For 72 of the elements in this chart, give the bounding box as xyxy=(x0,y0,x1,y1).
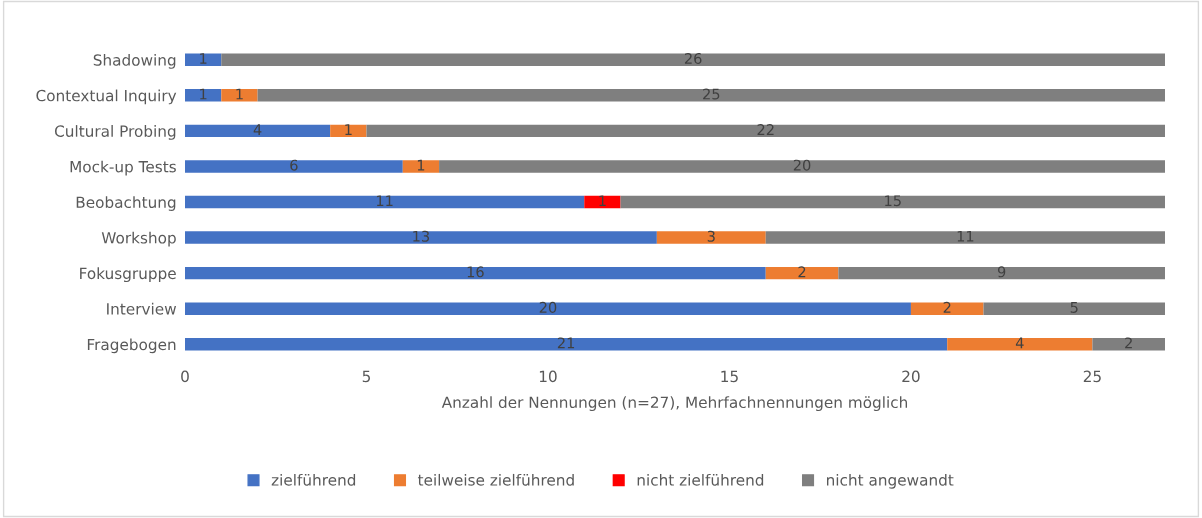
legend-label: nicht angewandt xyxy=(827,473,954,489)
bar xyxy=(185,266,766,280)
bar xyxy=(402,160,440,173)
data-label: 1 xyxy=(345,124,352,135)
data-label: 11 xyxy=(376,195,393,207)
data-label: 3 xyxy=(707,230,715,242)
data-label: 16 xyxy=(467,266,484,278)
y-tick-label: Mock-up Tests xyxy=(70,160,176,176)
data-label: 26 xyxy=(684,52,702,65)
bar xyxy=(221,53,1165,66)
bar xyxy=(185,231,657,244)
x-tick-label: 5 xyxy=(362,370,371,383)
x-axis-title: Anzahl der Nennungen (n=27), Mehrfachnennungen möglich xyxy=(441,396,908,412)
data-label: 11 xyxy=(957,230,974,242)
bar xyxy=(910,302,984,315)
legend-label: zielführend xyxy=(271,473,356,486)
x-tick-label: 20 xyxy=(902,370,920,383)
bar xyxy=(185,195,585,209)
bar xyxy=(185,53,222,66)
x-tick-label: 10 xyxy=(539,370,557,383)
data-label: 5 xyxy=(1070,302,1078,313)
bar xyxy=(330,124,367,138)
bar xyxy=(983,302,1165,315)
bar xyxy=(765,231,1165,244)
bar xyxy=(185,160,403,173)
data-label: 13 xyxy=(413,230,430,242)
bar xyxy=(765,266,839,280)
bar xyxy=(257,89,1165,102)
bar xyxy=(1092,338,1165,351)
bar xyxy=(584,195,621,209)
bar xyxy=(185,302,911,315)
data-label: 6 xyxy=(290,159,298,171)
y-tick-label: Fragebogen xyxy=(87,338,176,354)
bar xyxy=(185,89,222,102)
data-label: 20 xyxy=(539,301,557,313)
bar xyxy=(439,160,1165,173)
bar xyxy=(221,89,258,102)
data-label: 1 xyxy=(200,53,207,64)
data-label: 4 xyxy=(253,124,262,135)
data-label: 1 xyxy=(417,159,425,171)
legend-label: nicht zielführend xyxy=(637,473,764,486)
data-label: 21 xyxy=(557,337,575,349)
y-tick-label: Shadowing xyxy=(93,53,176,69)
bar xyxy=(366,124,1165,138)
data-label: 1 xyxy=(599,195,606,207)
bar xyxy=(947,338,1093,351)
data-label: 2 xyxy=(798,266,806,278)
x-tick-label: 0 xyxy=(181,370,189,383)
data-label: 2 xyxy=(943,301,951,313)
bar xyxy=(185,124,331,138)
data-label: 20 xyxy=(793,159,811,171)
data-label: 25 xyxy=(703,88,720,100)
y-tick-label: Fokusgruppe xyxy=(80,267,176,283)
legend-label: teilweise zielführend xyxy=(417,473,574,486)
bar xyxy=(185,338,948,351)
bar xyxy=(838,266,1165,280)
data-label: 1 xyxy=(236,88,243,100)
data-label: 4 xyxy=(1015,337,1024,349)
x-tick-label: 25 xyxy=(1083,370,1101,383)
bar xyxy=(656,231,766,244)
bar xyxy=(620,195,1165,209)
y-tick-label: Cultural Probing xyxy=(54,125,176,140)
data-label: 22 xyxy=(757,124,774,135)
y-tick-label: Contextual Inquiry xyxy=(36,89,177,105)
y-tick-label: Workshop xyxy=(101,231,176,247)
data-label: 2 xyxy=(1125,337,1132,349)
x-tick-label: 15 xyxy=(721,370,738,383)
data-label: 9 xyxy=(997,266,1006,278)
data-label: 1 xyxy=(200,88,207,100)
y-tick-label: Interview xyxy=(107,302,177,315)
y-tick-label: Beobachtung xyxy=(76,196,176,211)
data-label: 15 xyxy=(885,195,901,207)
